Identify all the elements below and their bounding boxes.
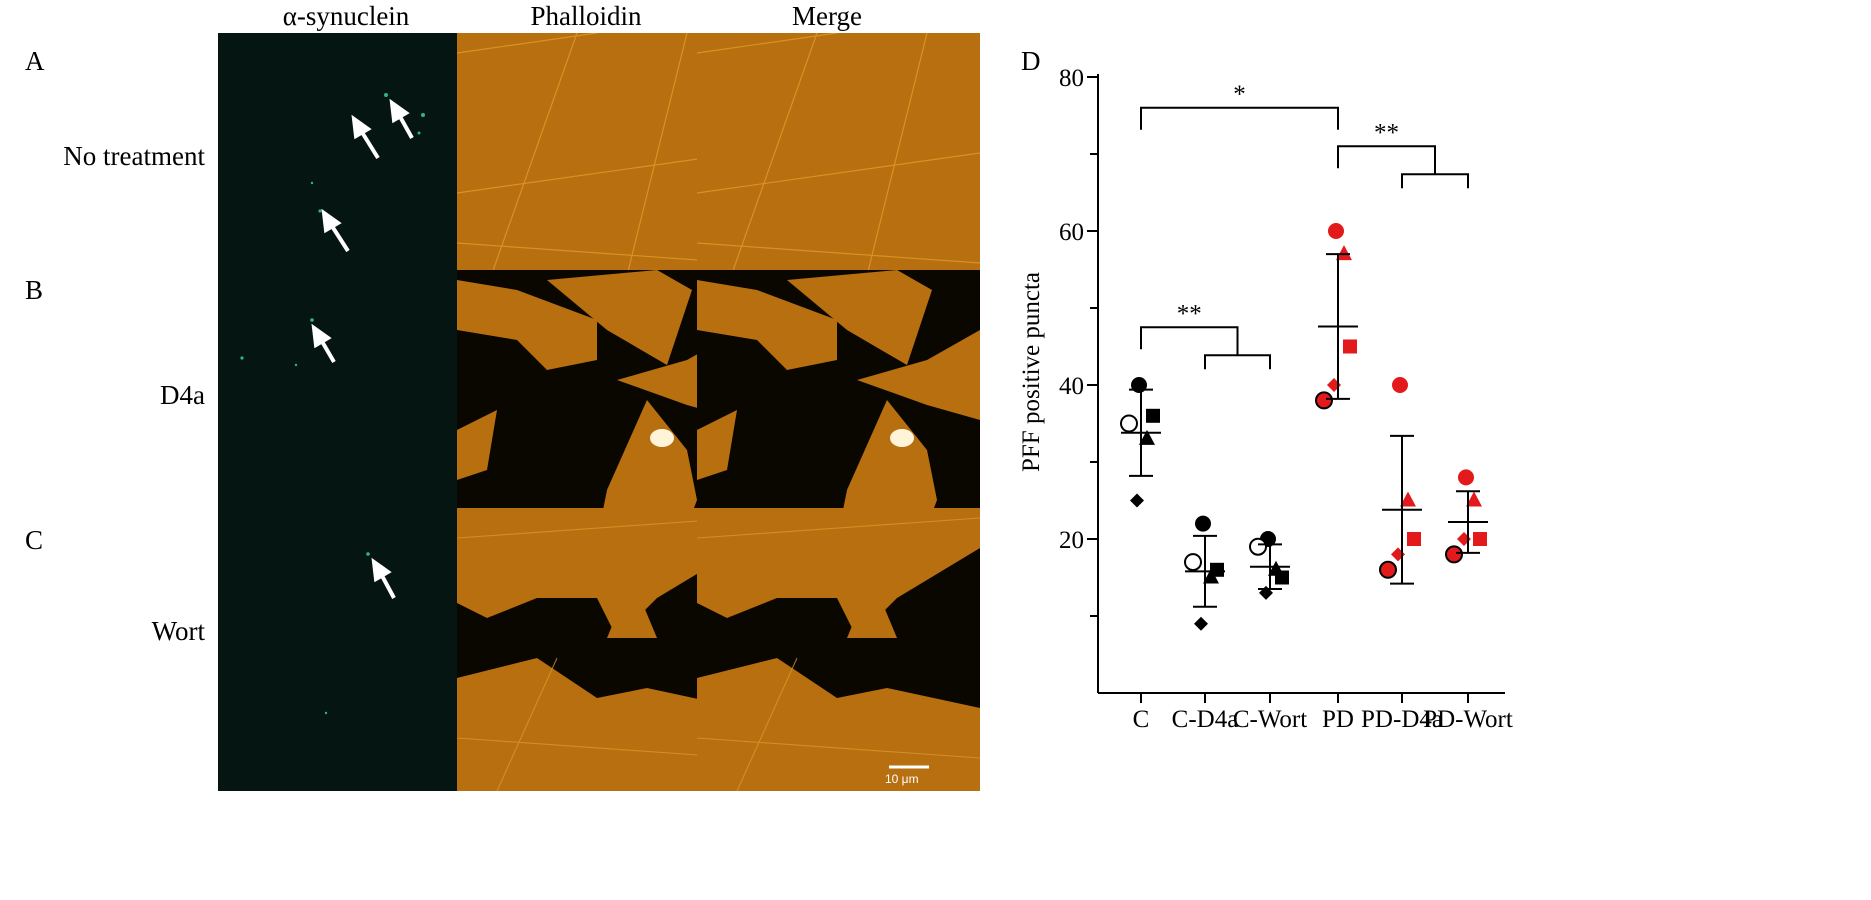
synuclein-image-b (218, 270, 501, 553)
x-tick-label: PD (1322, 706, 1354, 733)
x-tick-label: C (1133, 706, 1150, 733)
col-header-synuclein: α-synuclein (282, 1, 410, 31)
data-point-outlined-circle (1315, 391, 1333, 410)
data-point-square (1146, 408, 1160, 423)
scale-bar-label: 10 μm (885, 772, 919, 786)
row-letter-c: C (25, 525, 44, 555)
data-point-square (1407, 532, 1421, 546)
data-point-triangle (1466, 491, 1482, 507)
data-point-diamond (1194, 616, 1208, 631)
x-tick-label: C-D4a (1172, 706, 1239, 733)
data-point-triangle (1336, 245, 1352, 261)
x-tick-label: PD-Wort (1423, 706, 1513, 733)
data-point-triangle (1203, 568, 1219, 584)
image-synuclein-wort (218, 508, 501, 791)
image-phalloidin-no-treatment (457, 33, 740, 316)
significance-label: ** (1374, 119, 1399, 146)
row-letter-b: B (25, 275, 44, 305)
merge-image-c (697, 508, 980, 791)
image-merge-no-treatment (697, 33, 980, 316)
col-header-merge: Merge (792, 1, 862, 31)
data-point-triangle (1400, 491, 1416, 507)
data-point-circle (1195, 515, 1211, 532)
data-point-circle (1328, 223, 1344, 239)
data-point-open-circle (1249, 537, 1267, 556)
image-synuclein-d4a (218, 270, 501, 553)
synuclein-image-c (218, 508, 501, 791)
data-point-diamond (1130, 493, 1144, 508)
data-point-open-circle (1120, 414, 1138, 433)
image-synuclein-no-treatment (218, 33, 501, 316)
data-point-outlined-circle (1445, 545, 1463, 564)
row-label-no-treatment: No treatment (63, 141, 205, 171)
data-point-triangle (1268, 560, 1284, 576)
data-point-open-circle (1184, 553, 1202, 572)
row-label-d4a: D4a (160, 380, 205, 410)
significance-label: * (1233, 81, 1246, 108)
phalloidin-image-c (457, 508, 740, 791)
y-tick-label: 60 (1059, 219, 1084, 246)
image-phalloidin-wort (457, 508, 740, 791)
significance-sub-bracket (1204, 354, 1271, 370)
y-tick-label: 20 (1059, 527, 1084, 554)
data-point-triangle (1139, 429, 1155, 445)
x-tick-label: PD-D4a (1361, 706, 1443, 733)
significance-sub-bracket (1401, 173, 1469, 189)
significance-bracket (1140, 326, 1239, 356)
panel-letter-d: D (1021, 46, 1041, 76)
y-tick-label: 40 (1059, 373, 1084, 400)
y-tick-label: 80 (1059, 65, 1084, 92)
data-point-square (1473, 532, 1487, 546)
phalloidin-image-a (457, 33, 740, 316)
row-label-wort: Wort (151, 616, 205, 646)
data-point-outlined-circle (1379, 560, 1397, 579)
merge-image-a (697, 33, 980, 316)
synuclein-image-a (218, 33, 501, 316)
data-point-circle (1392, 377, 1408, 393)
image-merge-wort: 10 μm (697, 508, 980, 791)
data-point-circle (1458, 469, 1474, 486)
data-point-square (1343, 339, 1357, 354)
significance-bracket (1140, 106, 1339, 130)
x-tick-label: C-Wort (1233, 706, 1307, 733)
significance-label: ** (1177, 300, 1202, 327)
col-header-phalloidin: Phalloidin (530, 1, 642, 31)
row-letter-a: A (25, 46, 45, 76)
significance-bracket (1337, 145, 1436, 175)
